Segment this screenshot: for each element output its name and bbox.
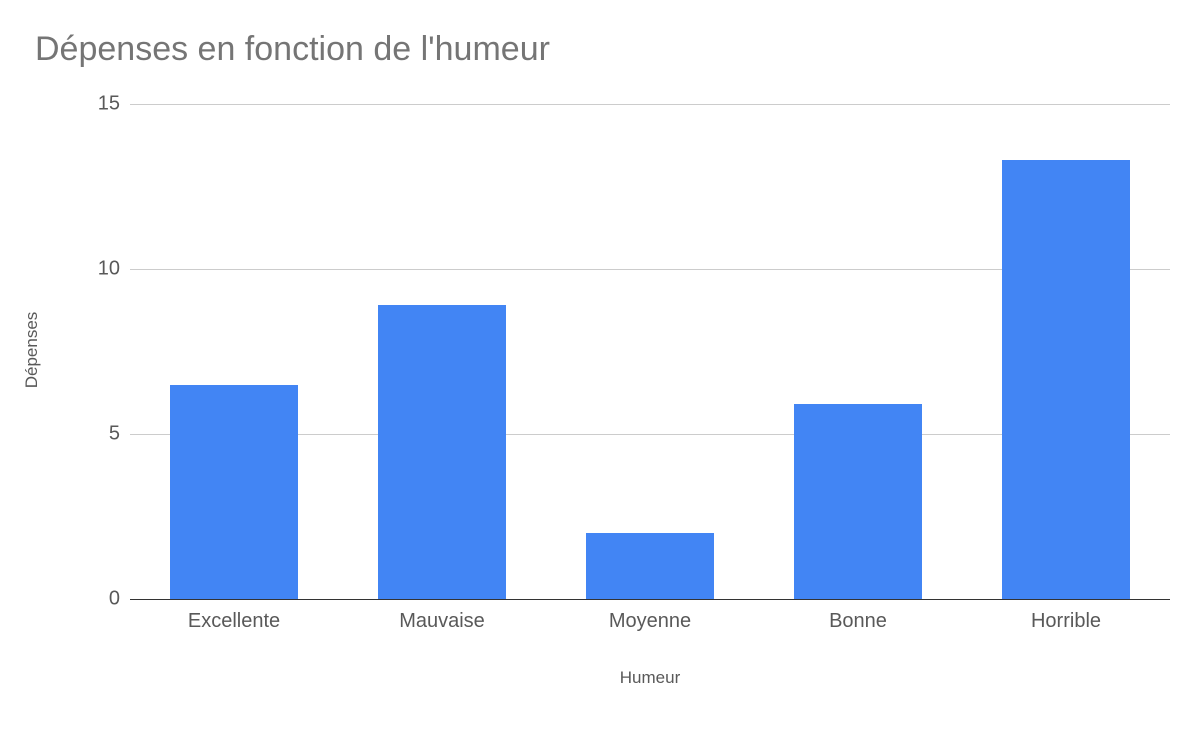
y-tick-label: 0 <box>60 588 120 611</box>
bar <box>1002 160 1131 599</box>
x-axis-label: Humeur <box>620 668 680 688</box>
y-axis-label: Dépenses <box>22 312 42 389</box>
bar <box>794 404 923 599</box>
bar <box>586 533 715 599</box>
gridline <box>130 104 1170 105</box>
x-tick-label: Excellente <box>188 610 280 633</box>
y-tick-label: 5 <box>60 423 120 446</box>
x-tick-label: Bonne <box>829 610 887 633</box>
plot-area <box>130 104 1170 599</box>
x-tick-label: Moyenne <box>609 610 691 633</box>
x-tick-label: Horrible <box>1031 610 1101 633</box>
y-tick-label: 10 <box>60 258 120 281</box>
bar <box>170 385 299 600</box>
x-tick-label: Mauvaise <box>399 610 485 633</box>
chart-container: Dépenses en fonction de l'humeur 051015 … <box>0 0 1200 742</box>
chart-title: Dépenses en fonction de l'humeur <box>35 30 550 69</box>
y-tick-label: 15 <box>60 93 120 116</box>
x-axis-line <box>130 599 1170 600</box>
bar <box>378 305 507 599</box>
